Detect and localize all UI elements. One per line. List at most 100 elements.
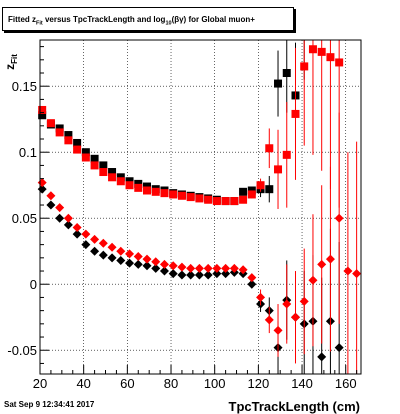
diamond-marker [247,279,257,289]
square-marker [64,136,73,145]
title-pre: Fitted z [8,15,36,24]
y-axis-label: zFit [3,54,19,70]
diamond-marker [98,250,108,260]
square-marker [186,193,195,202]
x-tick-label: 100 [204,376,226,391]
x-tick-label: 160 [335,376,357,391]
diamond-marker [229,263,239,273]
square-marker [195,194,204,203]
y-tick-label: 0 [30,277,37,292]
diamond-marker [194,263,204,273]
y-axis-label-sub: Fit [10,54,19,64]
diamond-marker [186,270,196,280]
diamond-marker [133,259,143,269]
square-marker [55,128,64,137]
diamond-marker [168,269,178,279]
y-tick-label: 0.1 [19,145,37,160]
diamond-marker [221,263,231,273]
square-marker [317,47,326,56]
square-marker [116,177,125,186]
series-3 [37,112,362,374]
square-marker [99,168,108,177]
x-axis-label: TpcTrackLength (cm) [229,399,360,414]
tick-labels: 20 40 60 80 100 120 140 160 -0.05 0 0.05 0.1 0.15 [7,79,356,391]
diamond-marker [142,254,152,264]
square-marker [108,168,117,177]
square-marker [221,197,230,206]
square-marker [282,69,291,78]
diamond-marker [308,275,318,285]
square-marker [151,187,160,196]
x-tick-label: 40 [76,376,90,391]
diamond-marker [46,191,56,201]
diamond-marker [238,265,248,275]
square-marker [177,191,186,200]
diamond-marker [63,220,73,230]
square-marker [125,181,134,190]
diamond-marker [273,325,283,335]
square-marker [247,190,256,199]
diamond-marker [98,238,108,248]
diamond-marker [264,315,274,325]
y-tick-label: 0.15 [12,79,37,94]
square-marker [134,183,143,192]
diamond-marker [116,255,126,265]
diamond-marker [125,258,135,268]
square-marker [108,173,117,182]
x-tick-label: 140 [291,376,313,391]
diamond-marker [107,242,117,252]
grid-lines [40,40,361,374]
square-marker [291,109,300,118]
square-marker [335,58,344,67]
diamond-marker [317,352,327,362]
square-marker [239,195,248,204]
diamond-marker [334,213,344,223]
diamond-marker [212,269,222,279]
square-marker [300,62,309,71]
x-tick-label: 120 [248,376,270,391]
square-marker [160,189,169,198]
square-marker [73,145,82,154]
diamond-marker [282,299,292,309]
diamond-marker [290,312,300,322]
square-marker [212,197,221,206]
square-marker [256,181,265,190]
diamond-marker [81,240,91,250]
series-2 [37,184,344,374]
square-marker [308,45,317,54]
diamond-marker [55,213,65,223]
diamond-marker [299,296,309,306]
square-marker [265,185,274,194]
diamond-marker [203,270,213,280]
y-tick-label: 0.05 [12,211,37,226]
square-marker [38,111,47,120]
diamond-marker [221,269,231,279]
square-marker [169,190,178,199]
diamond-marker [186,263,196,273]
diamond-marker [194,270,204,280]
square-marker [274,165,283,174]
diamond-marker [247,273,257,283]
square-marker [282,150,291,159]
square-marker [274,79,283,88]
plot-frame [39,39,362,375]
diamond-marker [72,222,82,232]
diamond-marker [46,200,56,210]
title-sub1: Fit [36,20,43,27]
diamond-marker [151,257,161,267]
diamond-marker [317,259,327,269]
y-tick-label: -0.05 [7,343,37,358]
x-tick-label: 20 [33,376,47,391]
title-mid: versus TpcTrackLength and log [42,15,166,24]
diamond-marker [334,343,344,353]
square-marker [73,138,82,147]
square-marker [239,187,248,196]
diamond-marker [159,259,169,269]
diamond-marker [325,254,335,264]
square-marker [265,144,274,153]
diamond-marker [107,253,117,263]
square-marker [38,105,47,114]
x-tick-label: 80 [164,376,178,391]
diamond-marker [72,229,82,239]
svg-text:zFit: zFit [3,54,19,70]
